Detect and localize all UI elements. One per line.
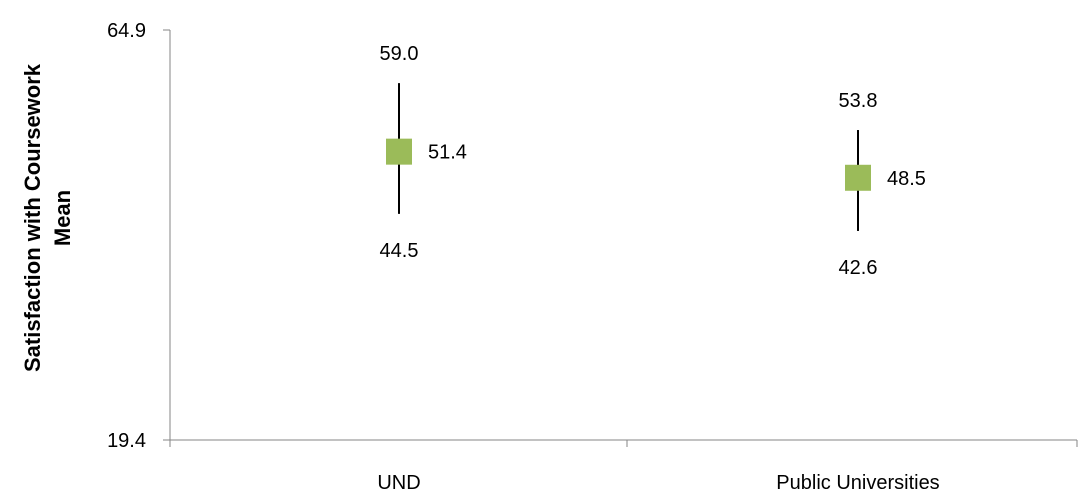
mean-label-public-universities: 48.5	[887, 168, 926, 190]
y-tick-label-min: 19.4	[107, 430, 146, 452]
chart-marks: 59.0 44.5 51.4 53.8 42.6 48.5	[380, 43, 926, 279]
category-label-und: UND	[377, 472, 420, 494]
y-axis-title-line-2: Mean	[50, 190, 75, 246]
high-label-public-universities: 53.8	[839, 90, 878, 112]
y-axis-title-line-1: Satisfaction with Coursework	[20, 63, 45, 372]
category-label-public-universities: Public Universities	[776, 472, 939, 494]
low-label-und: 44.5	[380, 240, 419, 262]
low-label-public-universities: 42.6	[839, 257, 878, 279]
y-axis-title: Satisfaction with Coursework Mean	[20, 63, 75, 372]
high-label-und: 59.0	[380, 43, 419, 65]
y-tick-label-max: 64.9	[107, 20, 146, 42]
mean-label-und: 51.4	[428, 142, 467, 164]
mean-marker-und	[386, 138, 412, 165]
mean-marker-public-universities	[845, 164, 871, 191]
